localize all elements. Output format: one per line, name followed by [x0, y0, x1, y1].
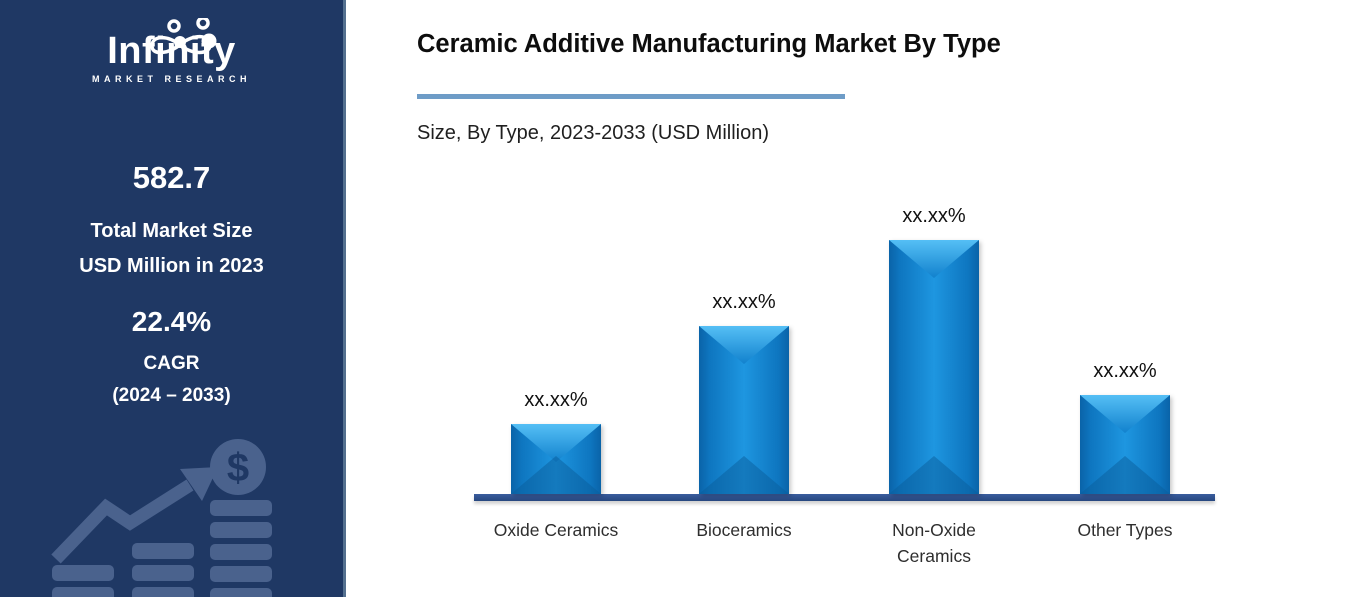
infinity-logo-icon: [149, 18, 216, 55]
main-content: Ceramic Additive Manufacturing Market By…: [349, 0, 1354, 597]
brand-logo: Infinity MARKET RESEARCH: [0, 8, 343, 100]
title-underline: [417, 94, 845, 99]
bar-value-label: xx.xx%: [524, 389, 588, 411]
stat-cagr-label-1: CAGR: [143, 353, 200, 374]
x-axis-line: [474, 494, 1215, 501]
chart-subtitle: Size, By Type, 2023-2033 (USD Million): [417, 122, 770, 144]
bar-chart: xx.xx% Oxide Ceramics xx.xx% Bioceramics xx.…: [474, 195, 1215, 566]
stat-market-size-label-1: Total Market Size: [90, 220, 253, 242]
growth-bars-arrow-dollar-icon: $: [51, 439, 272, 597]
bar: [511, 424, 601, 494]
bar: [699, 326, 789, 494]
stat-market-size-label-2: USD Million in 2023: [79, 255, 264, 277]
category-label: Bioceramics: [696, 520, 792, 540]
sidebar: Infinity MARKET RESEARCH 582.7 Total Mar…: [0, 0, 346, 597]
bar: [889, 240, 979, 494]
bar-value-label: xx.xx%: [902, 205, 966, 227]
brand-name: Infinity: [107, 30, 236, 72]
category-label: Other Types: [1077, 520, 1173, 540]
bar-value-label: xx.xx%: [1093, 360, 1157, 382]
svg-text:$: $: [227, 446, 249, 490]
page-title: Ceramic Additive Manufacturing Market By…: [417, 30, 1001, 58]
bar: [1080, 395, 1170, 494]
category-label: Oxide Ceramics: [493, 520, 619, 540]
stat-cagr: 22.4% CAGR (2024 – 2033): [0, 306, 343, 412]
brand-tagline: MARKET RESEARCH: [91, 74, 251, 84]
stat-market-size: 582.7 Total Market Size USD Million in 2…: [0, 160, 343, 284]
stat-cagr-label-2: (2024 – 2033): [112, 385, 231, 406]
category-label: Non-Oxide Ceramics: [892, 520, 976, 566]
bar-value-label: xx.xx%: [712, 291, 776, 313]
stat-cagr-value: 22.4%: [131, 306, 212, 337]
stat-market-size-value: 582.7: [132, 160, 211, 195]
